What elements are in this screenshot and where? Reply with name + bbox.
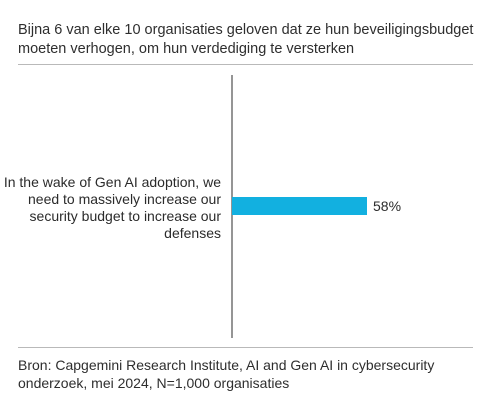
bar-0 bbox=[232, 197, 367, 215]
category-label: In the wake of Gen AI adoption, we need … bbox=[3, 174, 221, 241]
bar-value-label-0: 58% bbox=[373, 198, 401, 214]
source-note: Bron: Capgemini Research Institute, AI a… bbox=[18, 357, 435, 391]
top-divider bbox=[18, 64, 473, 65]
chart-title: Bijna 6 van elke 10 organisaties geloven… bbox=[18, 22, 474, 57]
bottom-divider bbox=[18, 347, 473, 348]
